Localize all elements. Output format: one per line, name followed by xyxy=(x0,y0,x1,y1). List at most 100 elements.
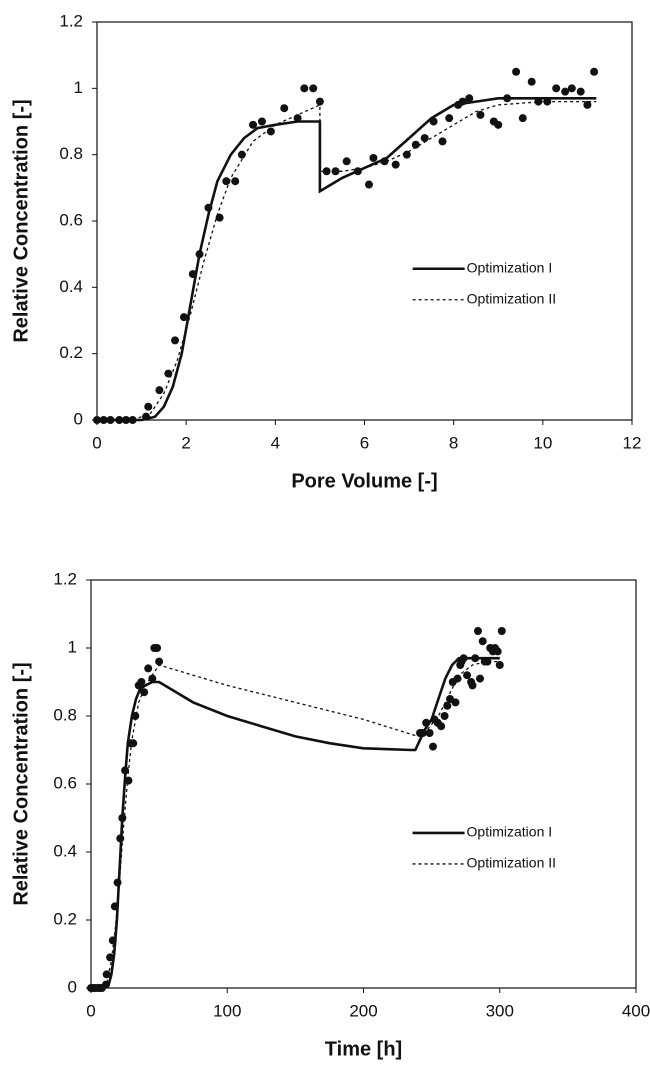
y-tick-label: 0.2 xyxy=(59,343,83,362)
y-axis-title: Relative Concentration [-] xyxy=(10,662,32,905)
data-point xyxy=(473,627,482,635)
x-tick-label: 10 xyxy=(533,433,552,452)
y-tick-label: 0.4 xyxy=(59,277,83,296)
data-point xyxy=(478,637,487,646)
data-point xyxy=(443,701,452,710)
data-point xyxy=(459,654,468,663)
x-axis-title: Pore Volume [-] xyxy=(291,470,437,492)
data-point xyxy=(437,722,446,731)
data-point xyxy=(131,712,140,720)
data-point xyxy=(128,416,137,424)
x-tick-label: 4 xyxy=(271,433,280,452)
y-tick-label: 0.8 xyxy=(59,144,83,163)
data-point xyxy=(315,97,324,106)
data-point xyxy=(552,84,561,93)
legend-label: Optimization II xyxy=(467,855,556,871)
data-point xyxy=(440,712,449,720)
data-point xyxy=(561,87,570,96)
data-point xyxy=(108,936,117,945)
data-point xyxy=(534,97,543,106)
y-tick-label: 1.2 xyxy=(53,569,77,588)
data-point xyxy=(458,97,467,106)
data-point xyxy=(567,84,576,93)
data-point xyxy=(422,718,431,727)
x-tick-label: 8 xyxy=(449,433,458,452)
data-point xyxy=(140,688,149,697)
data-point xyxy=(300,84,309,93)
data-point xyxy=(497,627,506,635)
data-point xyxy=(483,657,492,666)
data-point xyxy=(527,77,536,86)
data-point xyxy=(309,84,318,93)
data-point xyxy=(463,671,472,680)
x-tick-label: 6 xyxy=(360,433,369,452)
data-point xyxy=(465,94,474,103)
x-axis-title: Time [h] xyxy=(325,1038,402,1060)
data-point xyxy=(451,698,460,707)
data-point xyxy=(583,100,592,109)
data-point xyxy=(543,97,552,106)
x-tick-label: 0 xyxy=(86,1001,95,1020)
data-point xyxy=(576,87,585,96)
data-point xyxy=(425,729,434,737)
data-point xyxy=(171,336,180,345)
data-point xyxy=(493,647,502,656)
data-point xyxy=(476,110,485,119)
legend-label: Optimization I xyxy=(467,259,553,275)
data-point xyxy=(293,114,302,123)
data-point xyxy=(231,177,240,186)
data-point xyxy=(453,674,462,683)
x-tick-label: 2 xyxy=(181,433,190,452)
data-point xyxy=(115,416,124,424)
series-line xyxy=(97,97,597,422)
data-point xyxy=(129,739,138,748)
data-point xyxy=(249,120,258,129)
data-point xyxy=(322,167,331,176)
data-point xyxy=(99,416,108,424)
data-point xyxy=(102,970,111,979)
data-point xyxy=(116,834,125,843)
y-tick-label: 0 xyxy=(68,977,77,996)
y-tick-label: 0.2 xyxy=(53,909,77,928)
data-point xyxy=(428,742,437,751)
data-point xyxy=(106,416,115,424)
data-point xyxy=(93,416,101,424)
x-tick-label: 300 xyxy=(486,1001,514,1020)
x-tick-label: 100 xyxy=(213,1001,241,1020)
series-line xyxy=(91,656,500,990)
x-tick-label: 200 xyxy=(349,1001,377,1020)
x-tick-label: 400 xyxy=(622,1001,650,1020)
y-axis-title: Relative Concentration [-] xyxy=(10,99,32,342)
x-tick-label: 0 xyxy=(92,433,101,452)
data-point xyxy=(215,213,224,222)
data-point xyxy=(179,313,188,322)
y-tick-label: 1.2 xyxy=(59,11,83,30)
data-point xyxy=(148,674,157,683)
data-point xyxy=(468,681,477,690)
x-tick-label: 12 xyxy=(623,433,642,452)
data-point xyxy=(153,644,162,652)
y-tick-label: 0.6 xyxy=(53,773,77,792)
data-point xyxy=(121,416,130,424)
data-point xyxy=(195,250,204,259)
legend-label: Optimization I xyxy=(467,824,553,840)
data-point xyxy=(342,157,351,166)
data-point xyxy=(142,412,151,421)
data-point xyxy=(118,814,127,822)
data-point xyxy=(590,67,599,76)
data-point xyxy=(471,654,480,663)
data-point xyxy=(494,120,503,129)
data-point xyxy=(418,729,427,737)
data-point xyxy=(503,94,512,103)
data-point xyxy=(475,674,484,683)
series-line xyxy=(91,660,500,989)
data-point xyxy=(445,114,454,123)
data-point xyxy=(164,369,173,378)
data-point xyxy=(429,117,438,126)
data-point xyxy=(353,167,362,176)
data-point xyxy=(280,104,289,113)
data-point xyxy=(495,661,504,669)
series-line xyxy=(97,100,597,421)
data-point xyxy=(391,160,400,169)
